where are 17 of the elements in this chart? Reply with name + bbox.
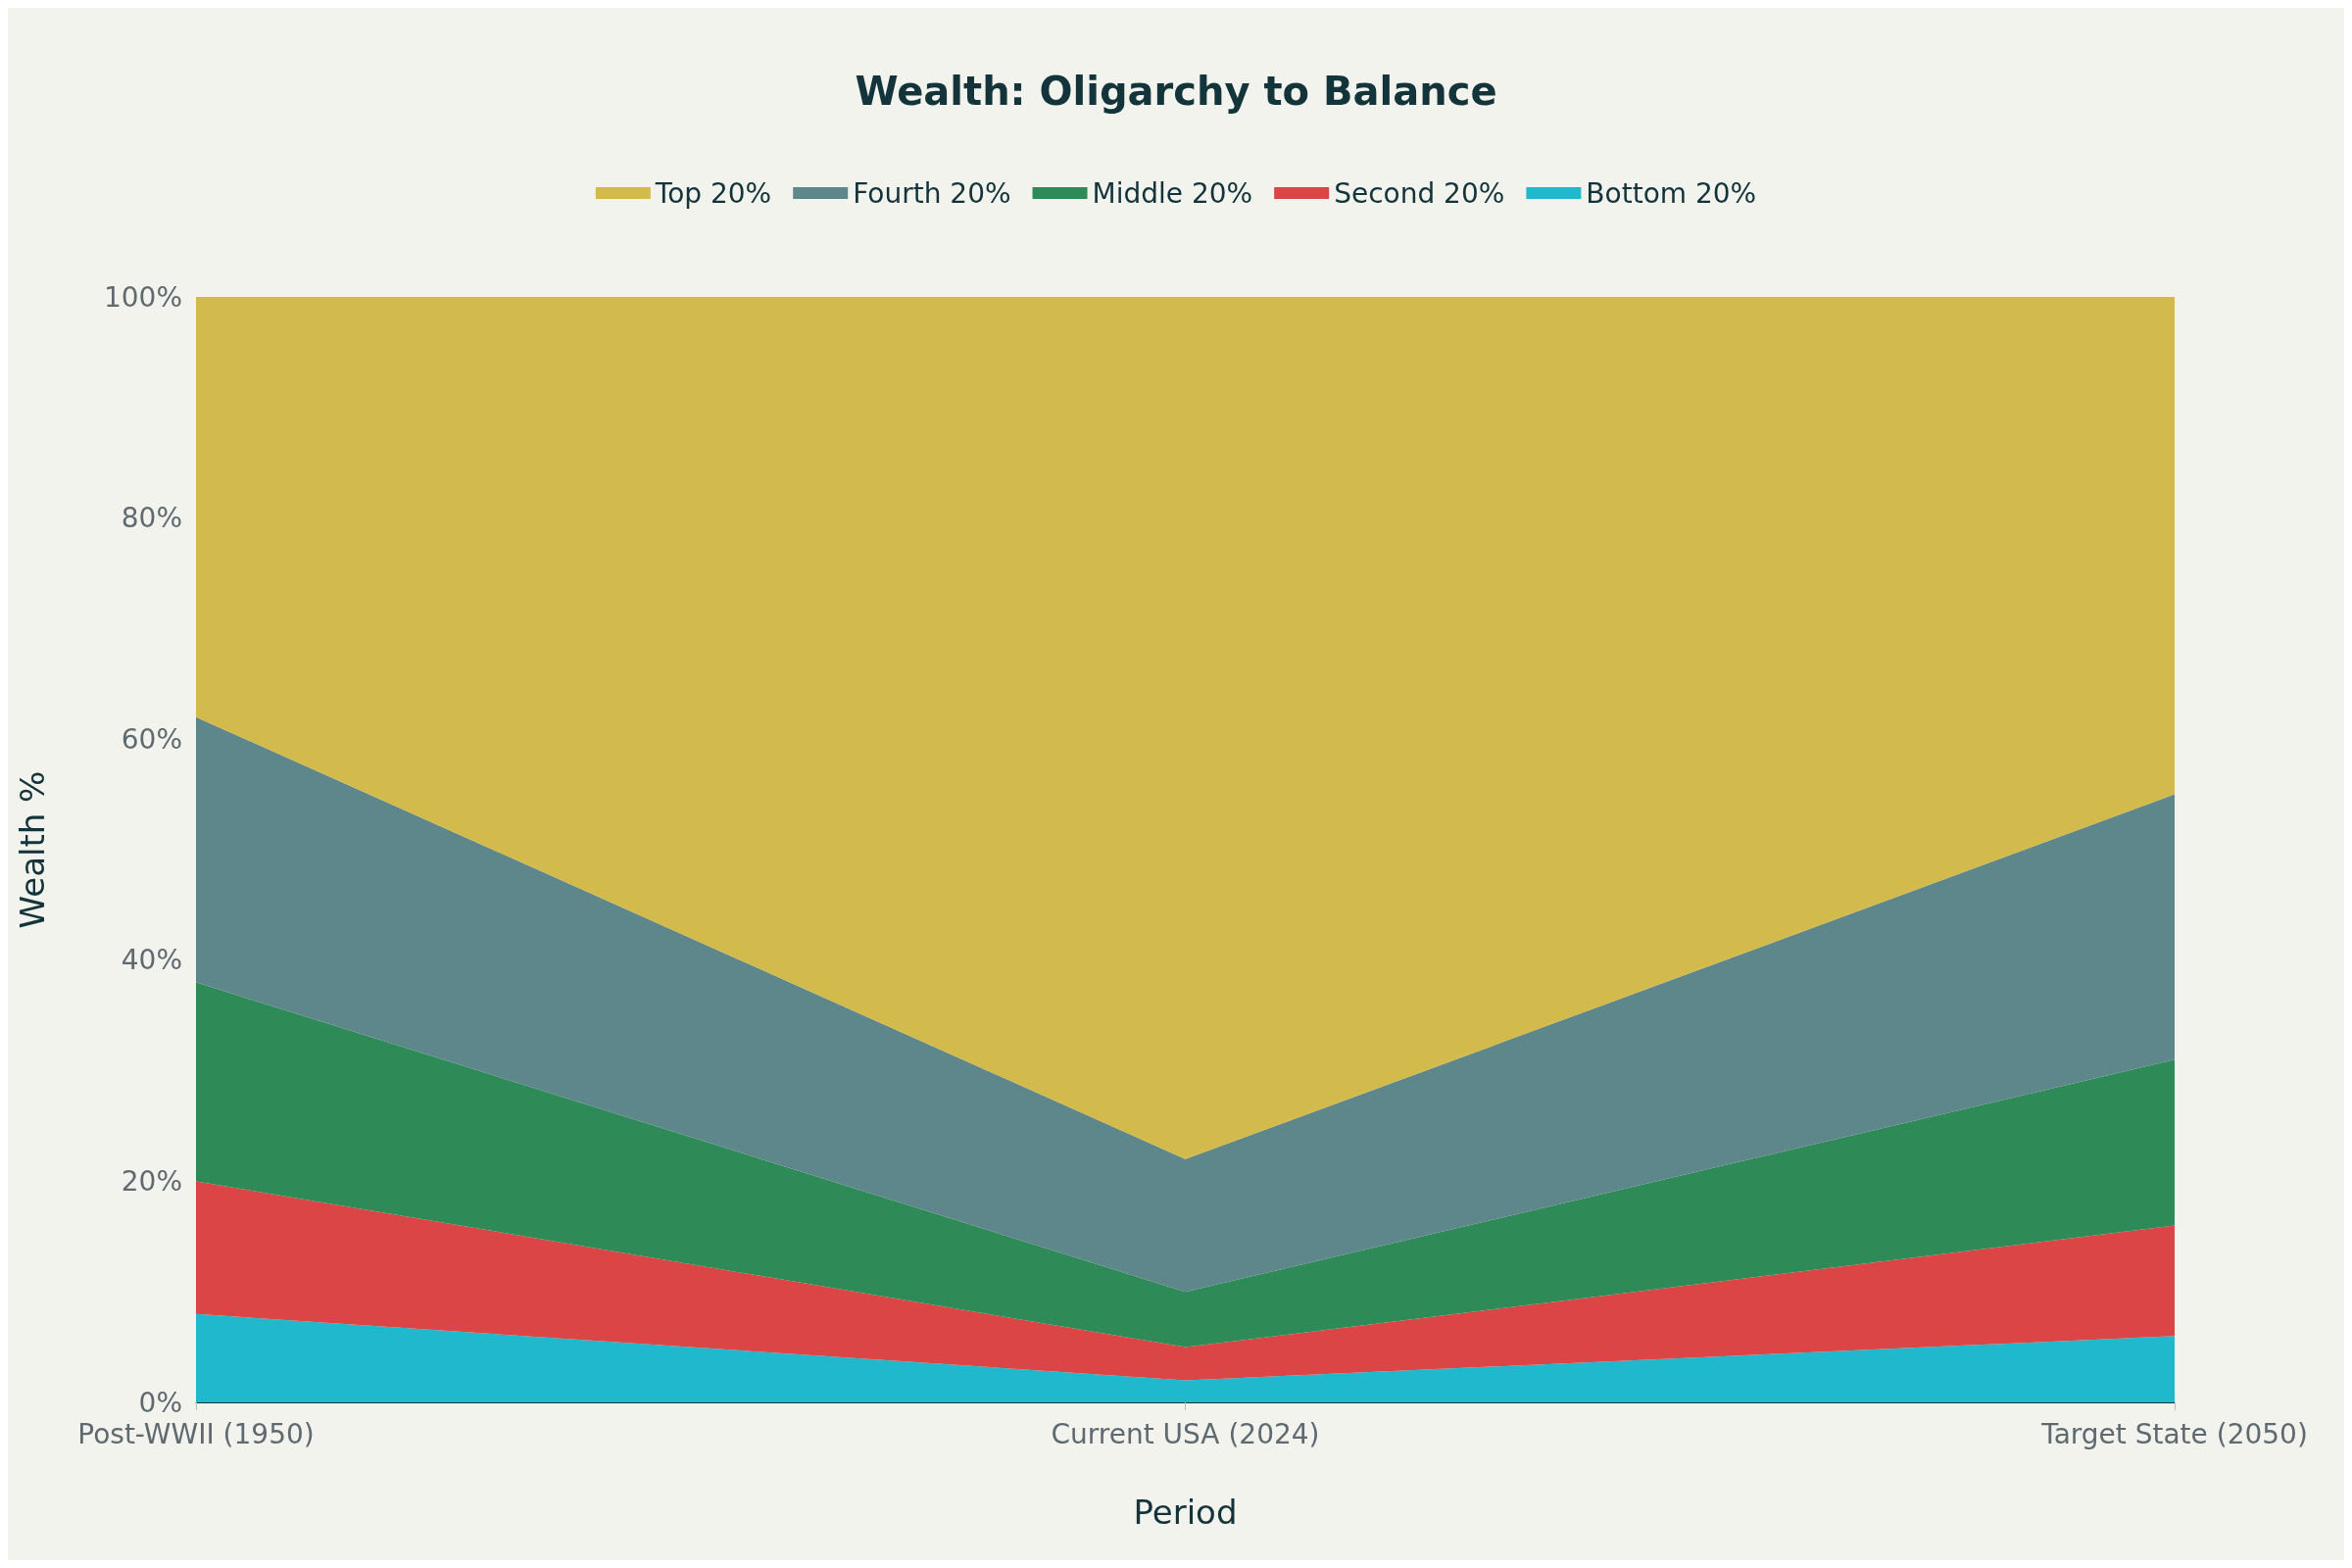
legend-label: Second 20%: [1334, 176, 1505, 210]
x-tick-label: Post-WWII (1950): [77, 1417, 315, 1450]
chart-title: Wealth: Oligarchy to Balance: [855, 69, 1497, 114]
y-tick-label: 40%: [121, 944, 182, 977]
legend-label: Middle 20%: [1092, 176, 1253, 210]
legend-label: Top 20%: [654, 176, 772, 210]
y-tick-label: 80%: [121, 502, 182, 535]
x-axis-title: Period: [1133, 1493, 1238, 1532]
y-tick-label: 20%: [121, 1164, 182, 1198]
y-tick-label: 60%: [121, 722, 182, 756]
y-axis-title: Wealth %: [13, 770, 52, 929]
legend-label: Bottom 20%: [1586, 176, 1757, 210]
x-tick-label: Current USA (2024): [1051, 1417, 1320, 1450]
y-tick-label: 0%: [138, 1386, 182, 1419]
y-tick-label: 100%: [103, 280, 182, 314]
legend-label: Fourth 20%: [853, 176, 1011, 210]
x-tick-label: Target State (2050): [2040, 1417, 2308, 1450]
